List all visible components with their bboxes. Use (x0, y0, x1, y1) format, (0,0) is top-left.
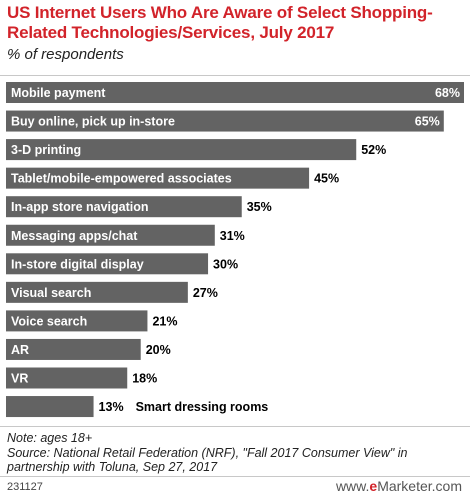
chart-title: US Internet Users Who Are Aware of Selec… (7, 3, 433, 42)
value-label: 21% (152, 314, 177, 328)
bar-chart: Mobile payment 68% Buy online, pick up in-… (6, 82, 464, 418)
note-divider (0, 426, 470, 427)
bar (6, 224, 215, 246)
value-label: 68% (435, 86, 460, 100)
brand-rest: Marketer (377, 478, 432, 494)
brand-link[interactable]: www.eMarketer.com (336, 478, 462, 494)
bar (6, 281, 188, 303)
chart-subtitle: % of respondents (7, 46, 124, 63)
category-label: Tablet/mobile-empowered associates (11, 172, 232, 186)
category-label: Mobile payment (11, 86, 106, 100)
value-label: 65% (415, 115, 440, 129)
bar (6, 139, 357, 161)
category-label: Voice search (11, 314, 87, 328)
note-text: Note: ages 18+ (7, 431, 93, 445)
category-label: AR (11, 343, 29, 357)
category-label: 3-D printing (11, 143, 81, 157)
bar (6, 167, 310, 189)
bar (6, 310, 148, 332)
category-label: In-store digital display (11, 257, 144, 271)
value-label: 27% (193, 286, 218, 300)
value-label: 52% (361, 143, 386, 157)
category-label: Visual search (11, 286, 91, 300)
source-text: Source: National Retail Federation (NRF)… (7, 445, 408, 475)
brand-suffix: .com (431, 478, 462, 494)
value-label: 20% (146, 343, 171, 357)
bar (6, 82, 464, 103)
category-label: In-app store navigation (11, 200, 149, 214)
bar (6, 367, 128, 389)
bar (6, 338, 141, 360)
value-label: 45% (314, 172, 339, 186)
category-label: Messaging apps/chat (11, 229, 138, 243)
chart-id: 231127 (7, 481, 43, 493)
bar (6, 196, 242, 218)
value-label: 35% (247, 200, 272, 214)
category-label: VR (11, 372, 28, 386)
bar (6, 110, 444, 132)
category-label: Smart dressing rooms (136, 400, 269, 414)
value-label: 30% (213, 257, 238, 271)
value-label: 13% (99, 400, 124, 414)
value-label: 31% (220, 229, 245, 243)
brand-e: e (369, 478, 378, 494)
value-label: 18% (132, 372, 157, 386)
header-divider (0, 75, 470, 76)
footer-divider (0, 476, 470, 477)
brand-prefix: www. (335, 478, 370, 494)
bar (6, 396, 94, 418)
chart-note: Note: ages 18+ Source: National Retail F… (7, 431, 462, 475)
category-label: Buy online, pick up in-store (11, 115, 175, 129)
bar (6, 253, 209, 275)
